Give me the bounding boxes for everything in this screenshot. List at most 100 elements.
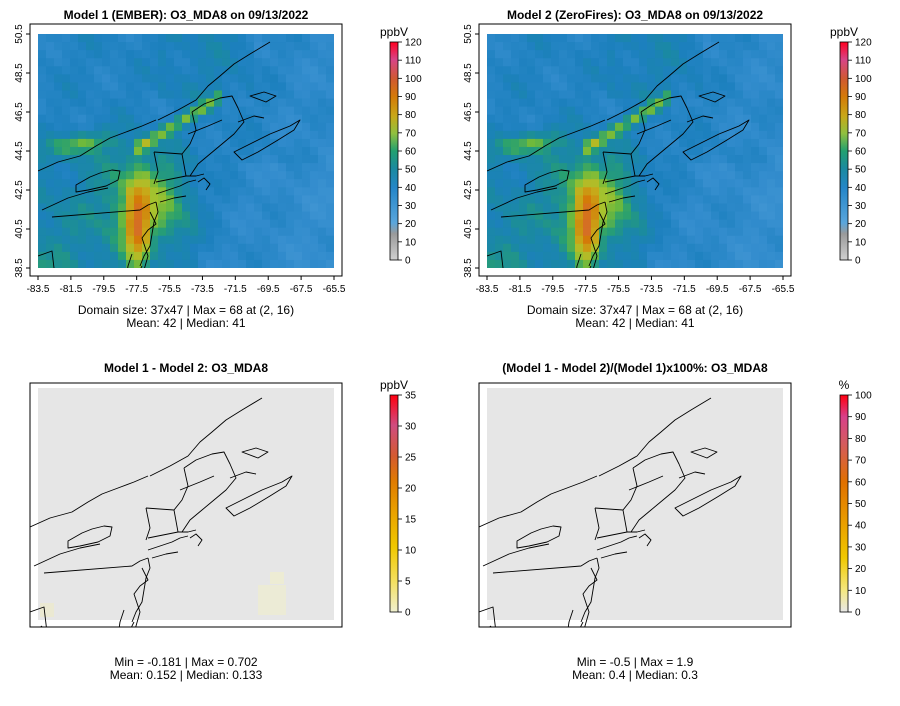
heatmap-cell	[559, 130, 568, 140]
heatmap-cell	[599, 66, 608, 75]
heatmap-cell	[487, 219, 496, 229]
heatmap-cell	[38, 195, 47, 205]
heatmap-cell	[599, 106, 608, 116]
heatmap-cell	[126, 146, 135, 156]
boundary-line	[487, 270, 499, 278]
heatmap-cell	[214, 138, 223, 148]
colorbar-tick-label: 60	[855, 147, 867, 158]
heatmap-cell	[230, 122, 239, 132]
heatmap-cell	[487, 58, 496, 67]
heatmap-cell	[671, 179, 680, 188]
heatmap-cell	[679, 155, 688, 164]
colorbar-tick-label: 70	[855, 128, 867, 139]
heatmap-cell	[495, 98, 504, 108]
heatmap-cell	[134, 50, 143, 59]
heatmap-cell	[102, 122, 111, 132]
heatmap-cell	[222, 82, 231, 92]
heatmap-cell	[663, 138, 672, 148]
heatmap-cell	[326, 146, 334, 156]
heatmap-cell	[495, 138, 504, 148]
heatmap-cell	[110, 219, 119, 229]
heatmap-cell	[599, 227, 608, 237]
heatmap-cell	[631, 227, 640, 237]
boundary-line	[67, 525, 113, 549]
heatmap-cell	[230, 179, 239, 188]
heatmap-cell	[615, 66, 624, 75]
heatmap-cell	[142, 42, 151, 51]
boundary-line	[524, 169, 570, 193]
heatmap-cell	[62, 42, 71, 51]
heatmap-cell	[687, 66, 696, 75]
heatmap-cell	[775, 66, 783, 75]
heatmap-cell	[727, 163, 736, 172]
heatmap-cell	[54, 138, 63, 148]
heatmap-cell	[719, 235, 728, 245]
y-tick-label: 50.5	[463, 24, 474, 44]
heatmap-cell	[767, 219, 776, 229]
heatmap-cell	[551, 187, 560, 196]
heatmap-cell	[70, 50, 79, 59]
heatmap-cell	[535, 74, 544, 84]
heatmap-cell	[535, 179, 544, 188]
heatmap-cell	[318, 227, 327, 237]
heatmap-cell	[38, 34, 47, 43]
heatmap-cell	[607, 122, 616, 132]
heatmap-cell	[655, 235, 664, 245]
heatmap-cell	[110, 146, 119, 156]
heatmap-cell	[262, 138, 271, 148]
heatmap-cell	[703, 42, 712, 51]
heatmap-cell	[487, 106, 496, 116]
heatmap-cell	[222, 211, 231, 221]
heatmap-cell	[567, 66, 576, 75]
heatmap-cell	[158, 106, 167, 116]
heatmap-cell	[326, 259, 334, 268]
colorbar-tick-label: 50	[405, 165, 417, 176]
heatmap-cell	[591, 82, 600, 92]
heatmap-cell	[655, 34, 664, 43]
heatmap-cell	[126, 82, 135, 92]
heatmap-cell	[591, 187, 600, 196]
heatmap-cell	[86, 50, 95, 59]
heatmap-cell	[222, 219, 231, 229]
heatmap-cell	[631, 106, 640, 116]
heatmap-cell	[214, 106, 223, 116]
heatmap-cell	[687, 227, 696, 237]
heatmap-cell	[767, 114, 776, 124]
heatmap-cell	[182, 163, 191, 172]
heatmap-cell	[166, 42, 175, 51]
heatmap-cell	[86, 243, 95, 253]
heatmap-cell	[535, 211, 544, 221]
heatmap-cell	[623, 114, 632, 124]
heatmap-cell	[487, 114, 496, 124]
heatmap-cell	[102, 82, 111, 92]
heatmap-cell	[511, 90, 520, 100]
heatmap-cell	[70, 58, 79, 67]
heatmap-cell	[262, 82, 271, 92]
boundary-line	[186, 173, 205, 177]
heatmap-cell	[78, 203, 87, 213]
heatmap-cell	[615, 251, 624, 261]
heatmap-cell	[719, 227, 728, 237]
heatmap-cell	[751, 82, 760, 92]
heatmap-cell	[214, 74, 223, 84]
heatmap-cell	[302, 219, 311, 229]
heatmap-cell	[567, 122, 576, 132]
heatmap-cell	[655, 195, 664, 205]
heatmap-cell	[214, 130, 223, 140]
heatmap-cell	[527, 203, 536, 213]
heatmap-cell	[70, 171, 79, 180]
heatmap-cell	[262, 227, 271, 237]
heatmap-cell	[663, 219, 672, 229]
x-tick-label: -73.5	[640, 284, 663, 295]
heatmap-cell	[302, 235, 311, 245]
heatmap-cell	[198, 146, 207, 156]
heatmap-cell	[735, 138, 744, 148]
heatmap-cell	[40, 603, 54, 617]
heatmap-cell	[318, 211, 327, 221]
boundary-line	[608, 195, 636, 203]
heatmap-cell	[182, 195, 191, 205]
heatmap-cell	[639, 203, 648, 213]
heatmap-cell	[719, 114, 728, 124]
heatmap-cell	[318, 130, 327, 140]
heatmap-cell	[142, 187, 151, 196]
